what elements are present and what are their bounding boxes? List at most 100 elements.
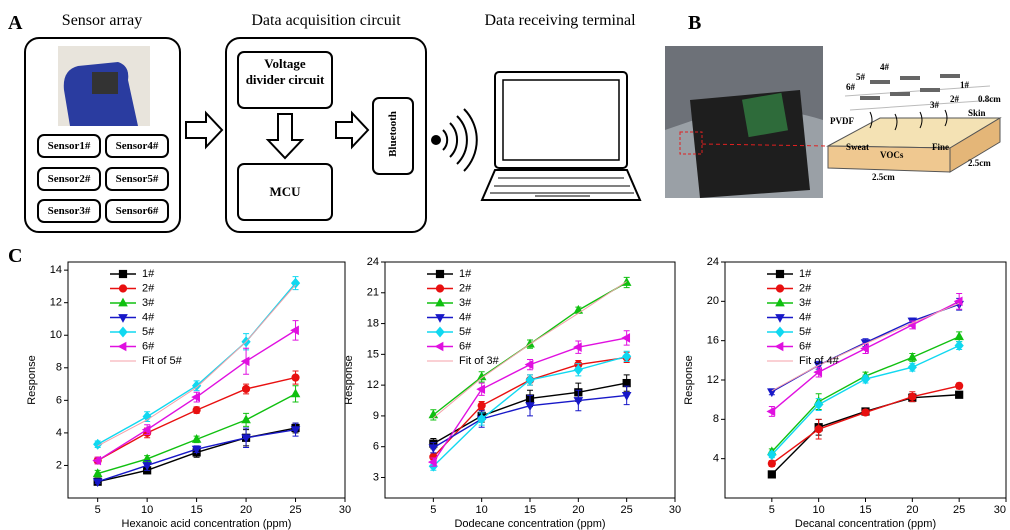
legend-marker [436, 327, 444, 336]
mcu-label: MCU [238, 184, 332, 200]
y-tick-label: 24 [707, 256, 719, 268]
legend-label: 6# [459, 340, 472, 352]
x-tick-label: 30 [669, 504, 681, 516]
x-tick-label: 25 [289, 504, 301, 516]
sensor-label: Sensor1# [38, 140, 100, 152]
marker [623, 379, 630, 386]
marker [292, 374, 299, 381]
series-line [98, 283, 296, 444]
legend-marker [776, 315, 784, 322]
y-tick-label: 12 [707, 374, 719, 386]
legend-label: 3# [459, 297, 472, 309]
legend-label: 6# [142, 340, 155, 352]
x-tick-label: 20 [240, 504, 252, 516]
legend-label: 5# [459, 326, 472, 338]
legend-marker [119, 285, 126, 292]
screen [503, 80, 619, 160]
x-tick-label: 25 [621, 504, 633, 516]
sensor-label: Sensor2# [38, 173, 100, 185]
y-tick-label: 18 [367, 317, 379, 329]
y-axis-title: Response [343, 355, 355, 405]
y-tick-label: 2 [56, 459, 62, 471]
legend-label: 6# [799, 340, 812, 352]
legend-label: 1# [799, 268, 812, 280]
marker [292, 390, 300, 397]
fine-label: Fine [932, 142, 949, 152]
thickness-label: 0.8cm [978, 94, 1001, 104]
legend-label: 1# [142, 268, 155, 280]
width-label: 2.5cm [872, 172, 895, 182]
panel-a-shapes [25, 38, 640, 232]
x-tick-label: 15 [859, 504, 871, 516]
sensor-label: Sensor3# [38, 205, 100, 217]
series-line [772, 395, 959, 475]
legend-marker [436, 285, 443, 292]
y-tick-label: 4 [713, 453, 719, 465]
legend-marker [776, 270, 783, 277]
y-tick-label: 8 [56, 362, 62, 374]
marker [815, 426, 822, 433]
sensor-label: Sensor5# [106, 173, 168, 185]
sweat-label: Sweat [846, 142, 869, 152]
monitor [495, 72, 627, 168]
marker [955, 332, 963, 339]
y-tick-label: 14 [50, 264, 62, 276]
sensor-number: 6# [846, 82, 855, 92]
marker [526, 375, 534, 384]
plot-frame [68, 262, 345, 498]
x-tick-label: 15 [190, 504, 202, 516]
sensor-number: 5# [856, 72, 865, 82]
block-arrow [336, 113, 368, 147]
wifi-dot [432, 136, 440, 144]
block-arrow [186, 113, 222, 147]
marker [908, 363, 916, 372]
legend-marker [119, 327, 127, 336]
sensor-chip [92, 72, 118, 94]
y-tick-label: 16 [707, 335, 719, 347]
marker [768, 460, 775, 467]
legend-label: Fit of 4# [799, 355, 840, 367]
sensor-electrodes [860, 74, 960, 100]
bluetooth-label: Bluetooth [387, 94, 399, 174]
legend-marker [436, 270, 443, 277]
marker [909, 393, 916, 400]
marker [956, 382, 963, 389]
y-tick-label: 15 [367, 348, 379, 360]
y-axis-title: Response [683, 355, 695, 405]
sensor-number: 1# [960, 80, 969, 90]
x-tick-label: 30 [994, 504, 1006, 516]
legend-marker [436, 343, 443, 351]
x-axis-title: Hexanoic acid concentration (ppm) [122, 518, 292, 530]
legend-label: 5# [142, 326, 155, 338]
depth-label: 2.5cm [968, 158, 991, 168]
marker [242, 385, 249, 392]
section-title: Data acquisition circuit [251, 12, 400, 30]
x-tick-label: 5 [769, 504, 775, 516]
legend-label: 3# [142, 297, 155, 309]
wifi-waves [443, 109, 477, 171]
down-arrow [268, 114, 302, 158]
panel-label: A [8, 12, 22, 35]
y-tick-label: 10 [50, 329, 62, 341]
y-tick-label: 24 [367, 256, 379, 268]
marker [193, 407, 200, 414]
y-tick-label: 20 [707, 295, 719, 307]
y-tick-label: 4 [56, 427, 62, 439]
pvdf-label: PVDF [830, 116, 854, 126]
legend-marker [119, 270, 126, 277]
marker [956, 391, 963, 398]
y-tick-label: 9 [373, 410, 379, 422]
y-tick-label: 21 [367, 287, 379, 299]
marker [768, 471, 775, 478]
x-axis-title: Decanal concentration (ppm) [795, 518, 936, 530]
legend-label: 1# [459, 268, 472, 280]
legend-label: 5# [799, 326, 812, 338]
vocs-label: VOCs [880, 150, 903, 160]
y-axis-title: Response [26, 355, 38, 405]
sensor-number: 2# [950, 94, 959, 104]
skin-label: Skin [968, 108, 986, 118]
section-title: Sensor array [62, 12, 142, 30]
fit-line [98, 285, 296, 446]
legend-marker [119, 343, 126, 351]
y-tick-label: 8 [713, 413, 719, 425]
